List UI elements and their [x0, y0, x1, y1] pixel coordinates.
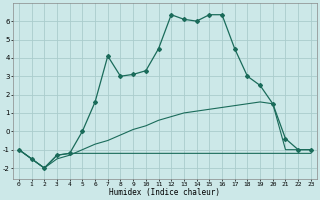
X-axis label: Humidex (Indice chaleur): Humidex (Indice chaleur)	[109, 188, 220, 197]
